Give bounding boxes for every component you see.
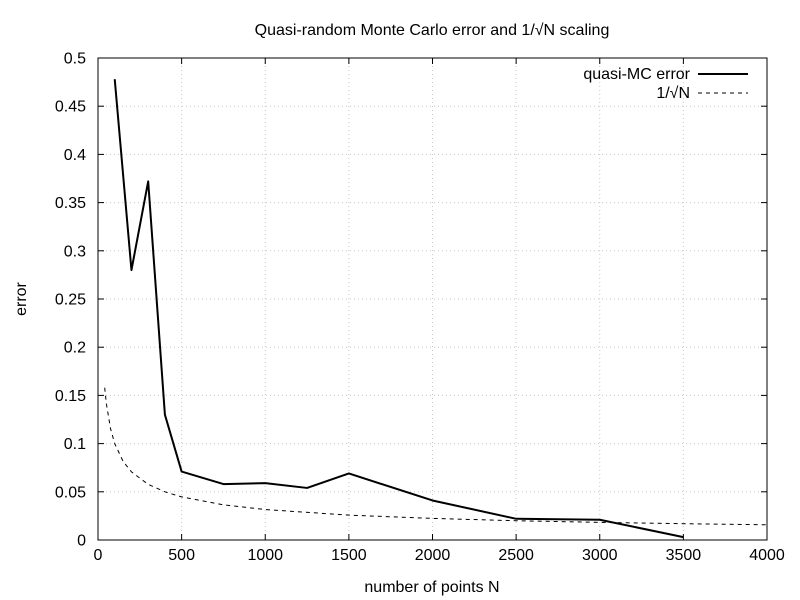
x-tick-label: 3500 (666, 547, 702, 564)
x-tick-label: 3000 (582, 547, 618, 564)
series-group (104, 79, 768, 539)
x-tick-label: 0 (94, 547, 103, 564)
x-tick-label: 500 (168, 547, 195, 564)
legend-label-inv-sqrt: 1/√N (656, 85, 690, 102)
y-tick-label: 0.35 (55, 195, 86, 212)
x-tick-label: 2000 (415, 547, 451, 564)
legend: quasi-MC error 1/√N (583, 66, 748, 102)
y-tick-label: 0 (77, 533, 86, 550)
y-tick-label: 0.3 (64, 243, 86, 260)
legend-item-inv-sqrt: 1/√N (656, 85, 748, 102)
x-tick-label: 1000 (247, 547, 283, 564)
x-tick-label: 4000 (749, 547, 785, 564)
series-line-inv-sqrt (104, 387, 768, 526)
legend-item-quasi-mc: quasi-MC error (583, 66, 748, 83)
y-tick-label: 0.15 (55, 388, 86, 405)
y-tick-label: 0.4 (64, 147, 86, 164)
legend-label-quasi-mc: quasi-MC error (583, 66, 690, 83)
x-axis-label: number of points N (364, 579, 499, 596)
y-axis-label: error (13, 281, 30, 315)
y-tick-label: 0.05 (55, 484, 86, 501)
y-tick-labels: 0 0.05 0.1 0.15 0.2 0.25 0.3 0.35 0.4 0.45 0.5 (55, 51, 86, 550)
y-tick-label: 0.2 (64, 340, 86, 357)
y-tick-label: 0.1 (64, 436, 86, 453)
y-tick-label: 0.5 (64, 51, 86, 68)
plot-frame (97, 57, 768, 541)
x-tick-label: 2500 (498, 547, 534, 564)
series-line-quasi-mc (113, 79, 684, 539)
chart-title: Quasi-random Monte Carlo error and 1/√N … (255, 22, 610, 39)
y-tick-label: 0.25 (55, 292, 86, 309)
x-tick-labels: 0 500 1000 1500 2000 2500 3000 3500 4000 (94, 547, 785, 564)
x-tick-label: 1500 (331, 547, 367, 564)
y-tick-label: 0.45 (55, 99, 86, 116)
grid (98, 58, 767, 540)
